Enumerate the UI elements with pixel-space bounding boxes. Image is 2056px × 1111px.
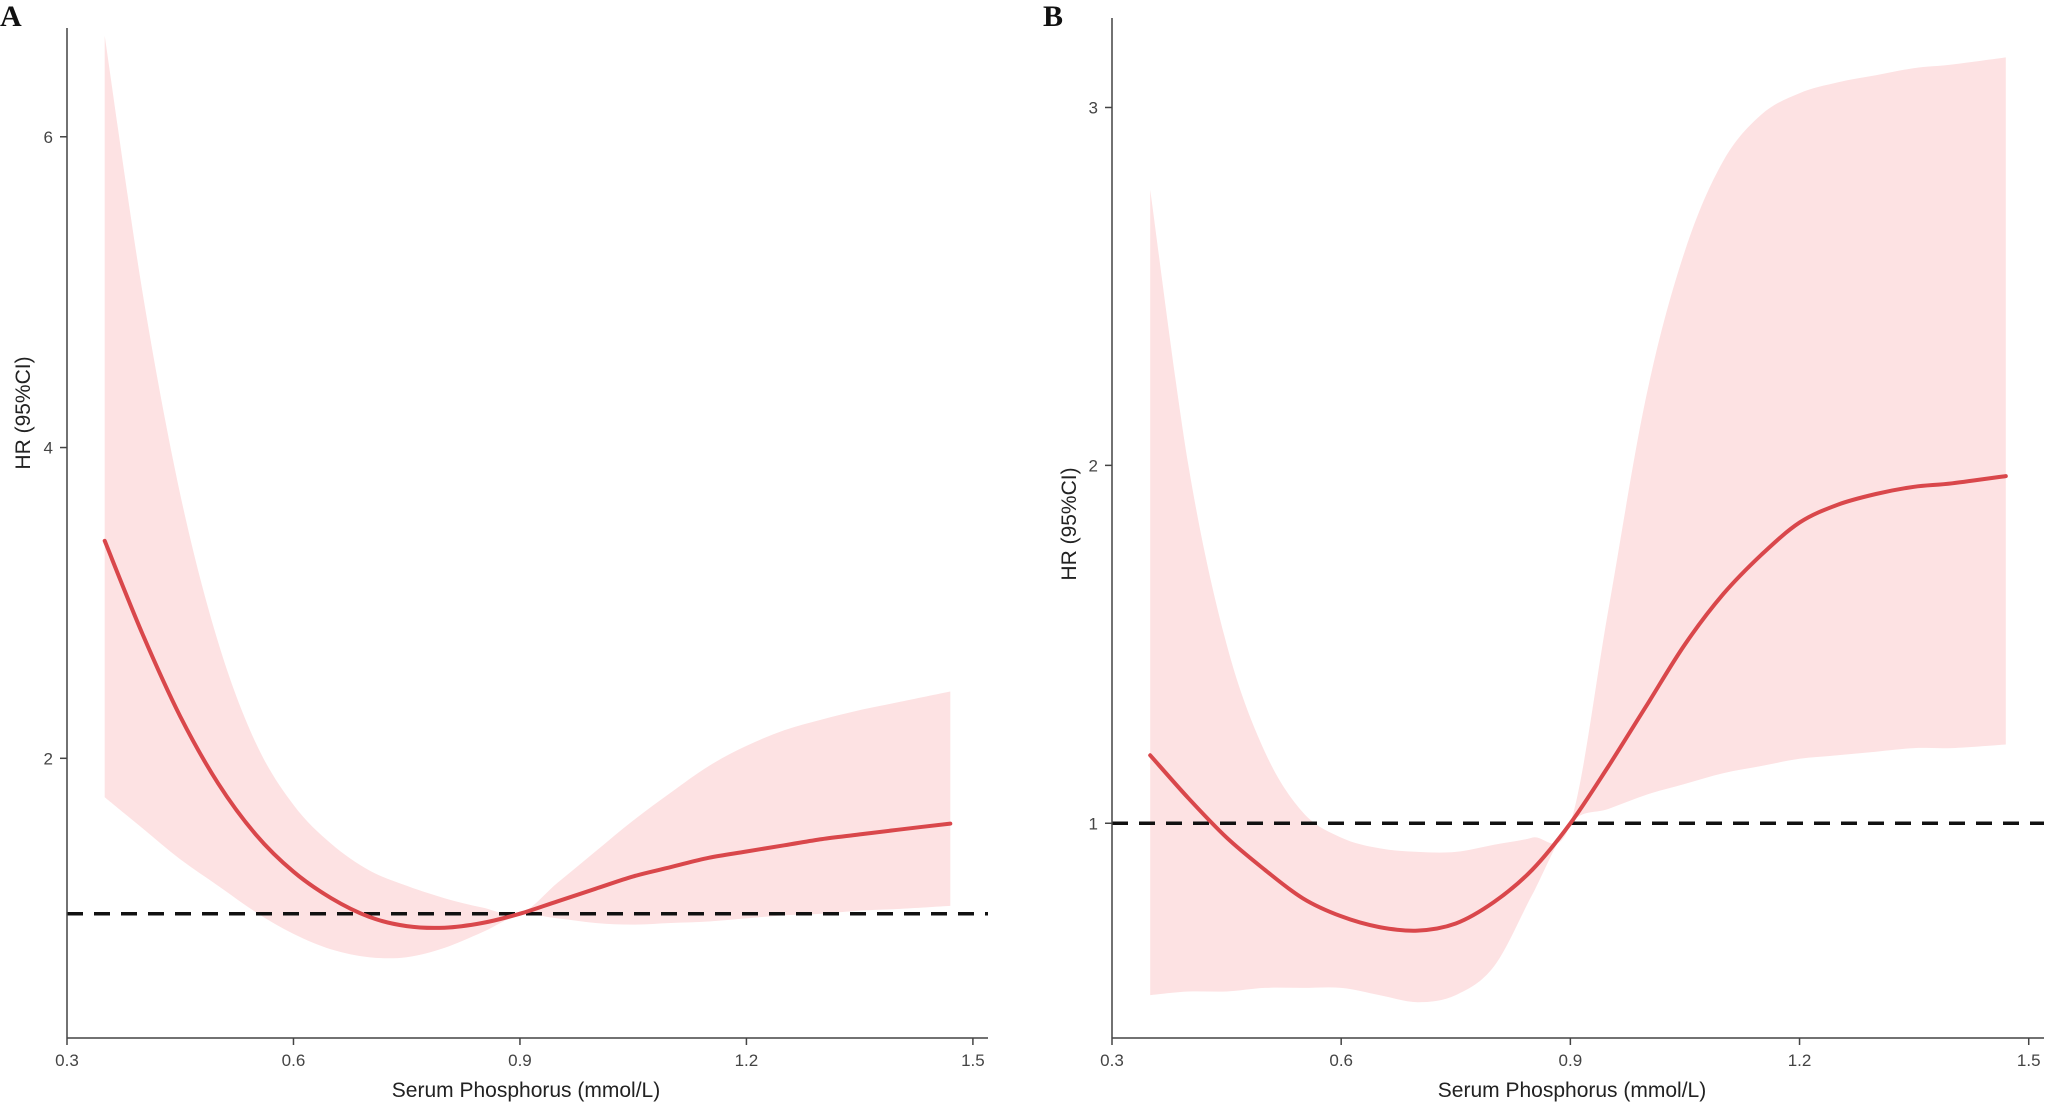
x-tick-label: 0.3 [55,1051,79,1070]
y-axis-title: HR (95%CI) [1058,467,1081,580]
y-axis-title: HR (95%CI) [12,356,35,469]
hr-line-layer [1148,474,2008,933]
confidence-band-layer [104,35,951,959]
y-tick-label: 2 [44,749,53,768]
x-tick-label: 0.3 [1100,1051,1124,1070]
panel-a: A 0.3 0.6 0.9 1.2 1.5 2 4 6 Serum Phosphorus (m… [0,0,988,1102]
panel-letter-b: B [1043,0,1063,33]
panel-b: B 0.3 0.6 0.9 1.2 1.5 1 2 3 Serum Phosphorus (m… [1043,0,2044,1102]
x-tick-label: 0.9 [1559,1051,1583,1070]
confidence-band [104,35,951,959]
x-tick-label: 0.6 [1329,1051,1353,1070]
y-tick-label: 2 [1089,456,1098,475]
x-axis-title: Serum Phosphorus (mmol/L) [1438,1079,1706,1102]
hr-line [1148,474,2008,933]
panel-letter-a: A [0,0,22,33]
hr-line-layer [102,538,953,930]
y-tick-label: 4 [44,439,53,458]
x-tick-label: 1.2 [735,1051,759,1070]
y-tick-label: 6 [44,128,53,147]
x-tick-label: 0.6 [282,1051,306,1070]
confidence-band-layer [1150,57,2006,1003]
x-tick-label: 1.5 [2017,1051,2041,1070]
axes-layer: 0.3 0.6 0.9 1.2 1.5 1 2 3 [1089,18,2044,1070]
x-axis-title: Serum Phosphorus (mmol/L) [392,1079,660,1102]
x-tick-label: 1.2 [1788,1051,1812,1070]
x-tick-label: 1.5 [961,1051,985,1070]
confidence-band [1150,57,2006,1003]
axes-layer: 0.3 0.6 0.9 1.2 1.5 2 4 6 [44,28,988,1070]
y-tick-label: 1 [1089,814,1098,833]
y-tick-label: 3 [1089,98,1098,117]
x-tick-label: 0.9 [508,1051,532,1070]
hr-line [102,538,953,930]
